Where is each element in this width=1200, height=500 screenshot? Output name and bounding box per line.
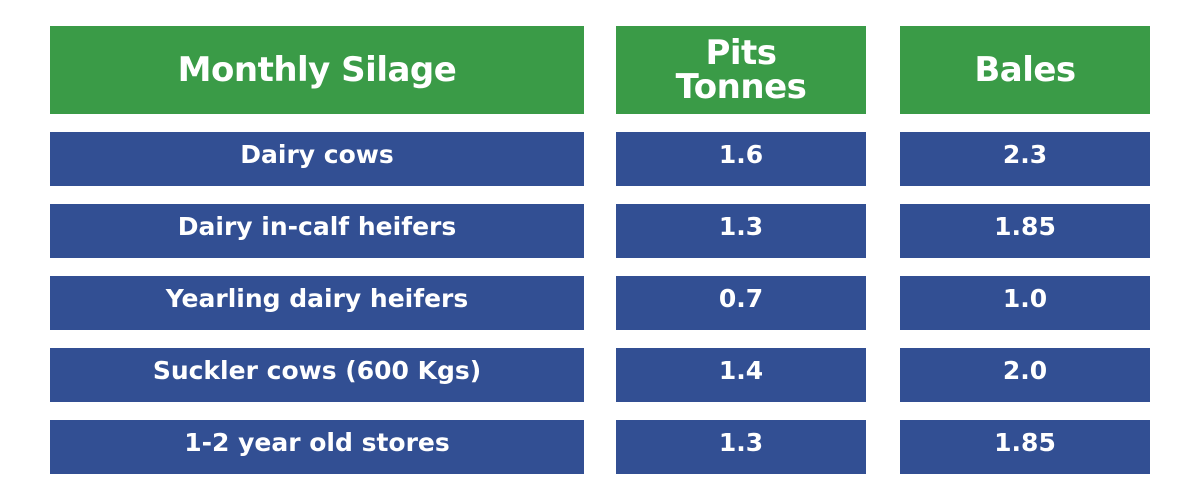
row-5-bales: 1.85: [900, 420, 1150, 474]
header-monthly-silage-label: Monthly Silage: [177, 50, 457, 90]
header-monthly-silage: Monthly Silage: [50, 26, 584, 114]
row-3-category: Yearling dairy heifers: [50, 276, 584, 330]
row-1-bales: 2.3: [900, 132, 1150, 186]
header-bales-label: Bales: [974, 50, 1076, 90]
row-2-bales: 1.85: [900, 204, 1150, 258]
row-1-pits-tonnes: 1.6: [616, 132, 866, 186]
row-2-pits-tonnes: 1.3: [616, 204, 866, 258]
row-2-category: Dairy in-calf heifers: [50, 204, 584, 258]
header-bales: Bales: [900, 26, 1150, 114]
row-1-category: Dairy cows: [50, 132, 584, 186]
row-4-category: Suckler cows (600 Kgs): [50, 348, 584, 402]
row-4-bales: 2.0: [900, 348, 1150, 402]
header-tonnes-label: Tonnes: [675, 67, 807, 107]
row-5-pits-tonnes: 1.3: [616, 420, 866, 474]
header-pits-tonnes: Pits Tonnes: [616, 26, 866, 114]
row-3-bales: 1.0: [900, 276, 1150, 330]
row-5-category: 1-2 year old stores: [50, 420, 584, 474]
row-4-pits-tonnes: 1.4: [616, 348, 866, 402]
header-pits-label: Pits: [705, 33, 777, 73]
row-3-pits-tonnes: 0.7: [616, 276, 866, 330]
